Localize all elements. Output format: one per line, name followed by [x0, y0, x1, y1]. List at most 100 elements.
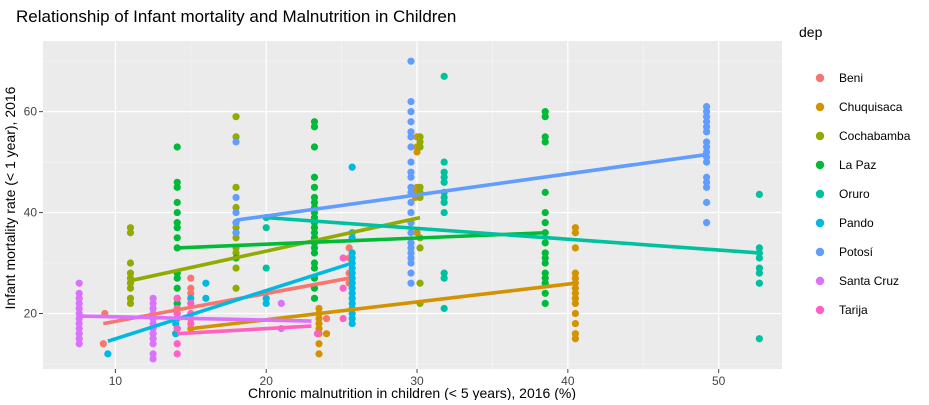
data-point — [541, 269, 549, 277]
data-point — [541, 113, 549, 121]
data-point — [755, 254, 763, 262]
data-point — [755, 279, 763, 287]
data-point — [322, 314, 331, 323]
data-point — [348, 274, 356, 282]
data-point — [541, 249, 549, 257]
data-point — [75, 299, 83, 307]
data-point — [232, 193, 240, 202]
data-point — [348, 289, 356, 297]
data-point — [187, 284, 195, 292]
legend-label: Chuquisaca — [839, 100, 903, 114]
data-point — [75, 319, 83, 328]
data-point — [440, 193, 448, 202]
data-point — [348, 309, 356, 318]
data-point — [702, 108, 711, 116]
data-point — [348, 299, 356, 307]
data-point — [339, 254, 347, 262]
x-tick-label: 50 — [712, 374, 726, 388]
data-point — [262, 294, 270, 302]
x-axis-ticks: 10 20 30 40 50 — [109, 369, 726, 388]
data-point — [541, 108, 549, 116]
x-tick-label: 30 — [410, 374, 424, 388]
data-point — [232, 284, 240, 292]
data-point — [407, 183, 415, 191]
data-point — [702, 103, 711, 111]
data-point — [440, 178, 448, 186]
chart-title: Relationship of Infant mortality and Mal… — [16, 7, 456, 26]
data-point — [173, 198, 181, 207]
data-point — [187, 289, 195, 297]
data-point — [755, 335, 763, 343]
data-point — [339, 284, 347, 292]
legend-label: Oruro — [839, 187, 870, 201]
data-point — [407, 269, 415, 277]
data-point — [173, 208, 181, 217]
data-points — [75, 57, 763, 363]
data-point — [755, 190, 763, 199]
y-tick-label: 40 — [24, 206, 38, 220]
data-point — [416, 133, 424, 141]
data-point — [541, 208, 549, 217]
data-point — [202, 294, 210, 302]
data-point — [416, 183, 424, 191]
data-point — [310, 143, 319, 151]
data-point — [126, 259, 135, 267]
data-point — [571, 229, 579, 237]
data-point — [541, 219, 549, 227]
legend-marker — [815, 131, 825, 141]
data-point — [75, 294, 83, 302]
data-point — [348, 254, 356, 262]
data-point — [571, 319, 579, 328]
data-point — [440, 208, 448, 217]
y-tick-label: 20 — [24, 306, 38, 320]
data-point — [75, 330, 83, 338]
data-point — [407, 229, 415, 237]
data-point — [310, 229, 319, 237]
data-point — [407, 208, 415, 217]
data-point — [571, 335, 579, 343]
data-point — [348, 314, 356, 323]
y-tick-label: 60 — [24, 105, 38, 119]
data-point — [407, 249, 415, 257]
data-point — [187, 294, 195, 302]
legend-marker — [815, 189, 825, 199]
data-point — [755, 264, 763, 272]
data-point — [407, 198, 415, 207]
data-point — [407, 168, 415, 176]
data-point — [75, 279, 83, 287]
legend-marker — [815, 247, 825, 257]
data-point — [173, 219, 181, 227]
data-point — [187, 299, 195, 307]
data-point — [310, 183, 319, 191]
data-point — [407, 279, 415, 287]
data-point — [407, 108, 415, 116]
data-point — [348, 163, 356, 171]
data-point — [232, 208, 240, 217]
data-point — [407, 128, 415, 136]
data-point — [310, 259, 319, 267]
data-point — [75, 304, 83, 313]
data-point — [348, 319, 356, 328]
data-point — [310, 264, 319, 272]
data-point — [571, 330, 579, 338]
data-point — [440, 304, 448, 313]
data-point — [173, 178, 181, 186]
data-point — [232, 203, 240, 212]
data-point — [571, 289, 579, 297]
data-point — [277, 299, 285, 307]
data-point — [232, 249, 240, 257]
data-point — [75, 289, 83, 297]
data-point — [126, 224, 135, 232]
trend-line — [177, 324, 312, 336]
data-point — [571, 244, 579, 252]
data-point — [310, 249, 319, 257]
data-point — [702, 178, 711, 186]
legend-label: La Paz — [839, 158, 876, 172]
legend-marker — [815, 218, 825, 228]
data-point — [173, 224, 181, 232]
data-point — [126, 299, 135, 307]
data-point — [232, 183, 240, 191]
data-point — [348, 279, 356, 287]
data-point — [702, 118, 711, 126]
data-point — [232, 264, 240, 272]
